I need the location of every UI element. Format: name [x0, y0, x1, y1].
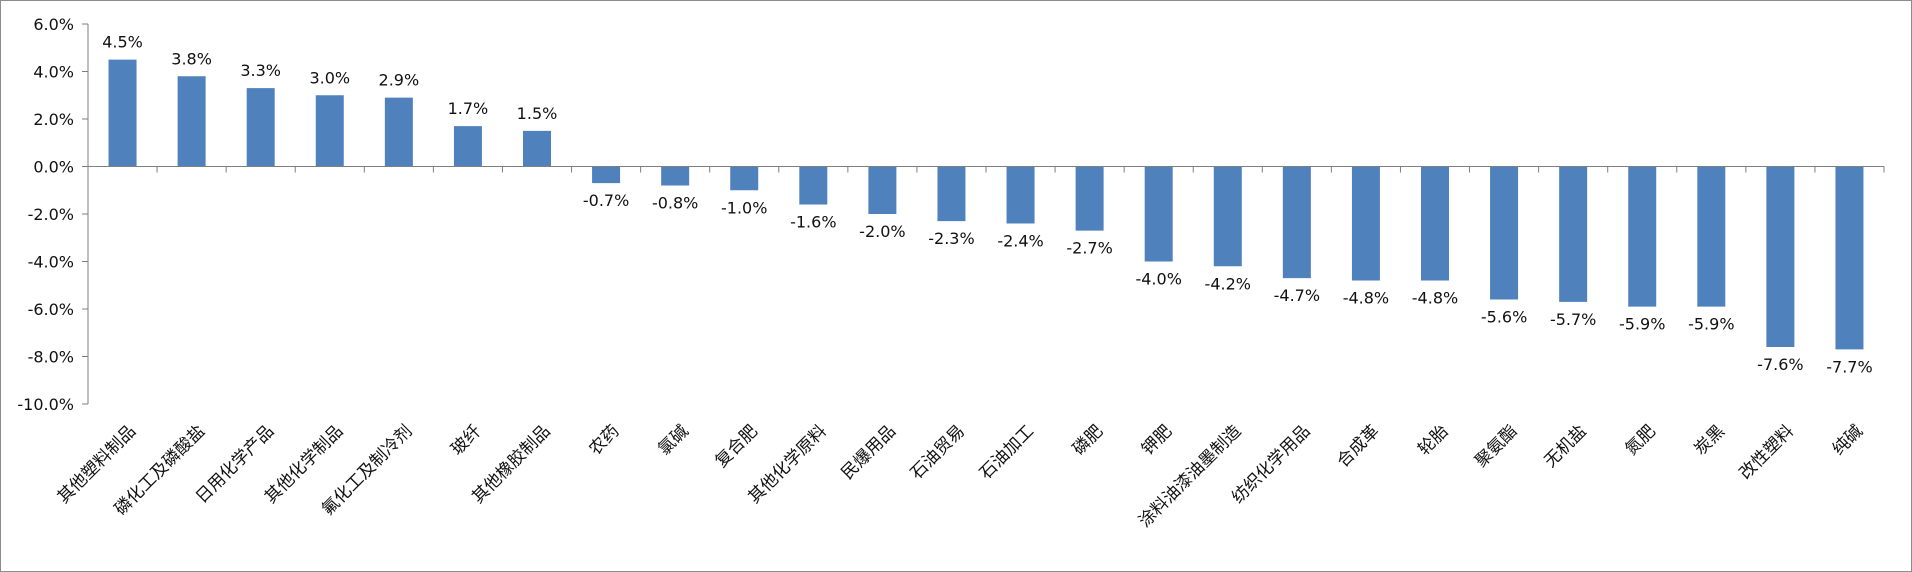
- bar: [384, 97, 413, 167]
- bar: [1144, 166, 1173, 262]
- bar: [799, 166, 828, 205]
- category-label: 改性塑料: [1736, 421, 1798, 483]
- bar: [1766, 166, 1795, 347]
- data-label: 3.0%: [309, 68, 350, 87]
- y-tick-label: 6.0%: [33, 15, 74, 34]
- category-label: 石油加工: [976, 421, 1038, 483]
- bar: [523, 130, 551, 167]
- data-label: 3.3%: [240, 61, 281, 80]
- bar: [246, 88, 275, 167]
- data-label: -1.0%: [721, 198, 767, 217]
- bar: [1628, 166, 1657, 307]
- category-label: 磷肥: [1069, 421, 1107, 459]
- bar: [937, 166, 966, 222]
- data-label: -2.4%: [997, 232, 1043, 251]
- bar: [315, 95, 344, 167]
- bar: [1351, 166, 1380, 281]
- category-label: 玻纤: [447, 421, 485, 459]
- bar: [453, 126, 482, 167]
- category-label: 钾肥: [1138, 421, 1176, 459]
- category-label: 氮肥: [1622, 421, 1660, 459]
- category-label: 轮胎: [1414, 421, 1452, 459]
- data-label: 2.9%: [379, 71, 420, 90]
- y-tick-label: -6.0%: [28, 300, 74, 319]
- category-label: 民爆用品: [838, 421, 900, 483]
- data-label: -5.7%: [1550, 310, 1596, 329]
- y-tick-label: -8.0%: [28, 348, 74, 367]
- y-tick-label: -2.0%: [28, 205, 74, 224]
- y-tick-label: 2.0%: [33, 110, 74, 129]
- data-label: -1.6%: [790, 213, 836, 232]
- category-label: 无机盐: [1540, 421, 1590, 471]
- y-tick-label: -10.0%: [17, 395, 74, 414]
- data-label: -5.6%: [1481, 308, 1527, 327]
- category-label: 炭黑: [1691, 421, 1729, 459]
- data-label: -4.8%: [1343, 289, 1389, 308]
- data-label: -5.9%: [1688, 315, 1734, 334]
- category-label: 纯碱: [1829, 421, 1867, 459]
- bar: [1006, 166, 1035, 224]
- category-label: 合成革: [1333, 421, 1383, 471]
- category-label: 氯碱: [655, 421, 693, 459]
- bar: [1835, 166, 1864, 350]
- data-label: 4.5%: [102, 33, 143, 52]
- data-label: -4.2%: [1205, 274, 1251, 293]
- bar: [592, 166, 621, 184]
- bar: [661, 166, 690, 186]
- data-label: -0.7%: [583, 191, 629, 210]
- data-label: 1.5%: [517, 104, 558, 123]
- data-label: -2.0%: [859, 222, 905, 241]
- data-label: -7.7%: [1826, 357, 1872, 376]
- data-label: 3.8%: [171, 49, 212, 68]
- bar: [177, 76, 206, 167]
- bar: [1421, 166, 1449, 281]
- data-label: 1.7%: [448, 99, 489, 118]
- category-label: 聚氨酯: [1471, 421, 1521, 471]
- data-labels: 4.5% 3.8% 3.3% 3.0% 2.9% 1.7% 1.5% -0.7% -0.8% -1…: [102, 33, 1872, 377]
- bar: [1213, 166, 1242, 267]
- data-label: -2.7%: [1066, 239, 1112, 258]
- data-label: -2.3%: [928, 229, 974, 248]
- bar: [1559, 166, 1588, 302]
- bar: [730, 166, 759, 191]
- y-tick-label: -4.0%: [28, 253, 74, 272]
- bar: [1282, 166, 1311, 279]
- data-label: -7.6%: [1757, 355, 1803, 374]
- y-tick-label: 4.0%: [33, 63, 74, 82]
- category-label: 复合肥: [712, 421, 762, 471]
- category-label: 石油贸易: [907, 421, 969, 483]
- data-label: -4.7%: [1274, 286, 1320, 305]
- data-label: -5.9%: [1619, 315, 1665, 334]
- y-tick-label: 0.0%: [33, 158, 74, 177]
- bar: [108, 59, 137, 167]
- data-label: -4.8%: [1412, 289, 1458, 308]
- bar: [1490, 166, 1519, 300]
- category-label: 农药: [585, 421, 623, 459]
- y-axis: 6.0% 4.0% 2.0% 0.0% -2.0% -4.0% -6.0% -8.0% -10.…: [17, 15, 89, 414]
- bar: [868, 166, 897, 214]
- bar: [1697, 166, 1726, 307]
- bars: [108, 59, 1864, 350]
- bar: [1075, 166, 1104, 231]
- data-label: -4.0%: [1135, 270, 1181, 289]
- data-label: -0.8%: [652, 194, 698, 213]
